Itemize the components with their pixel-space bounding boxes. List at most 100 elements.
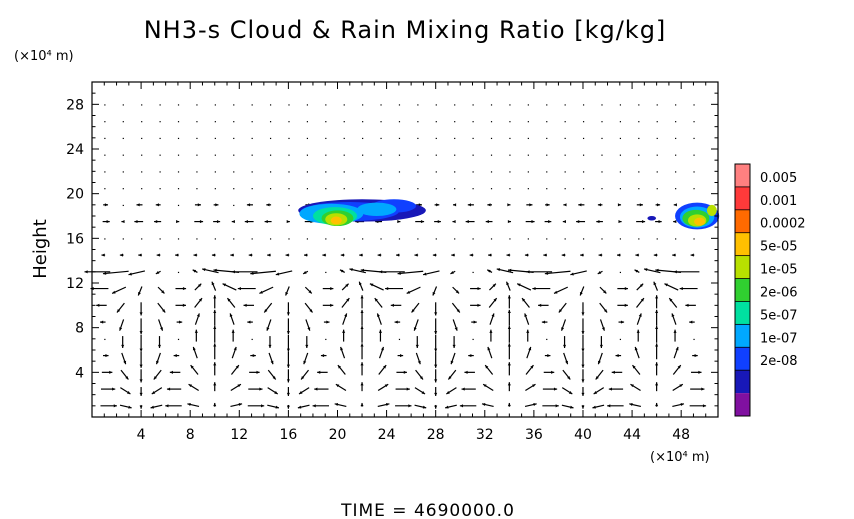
- vector-dot: [472, 154, 474, 156]
- vector-dot: [325, 137, 327, 140]
- wind-vector-head: [616, 253, 621, 257]
- wind-vector-head: [227, 298, 231, 302]
- wind-vector-field: [84, 104, 707, 409]
- wind-vector-head: [578, 203, 582, 207]
- vector-dot: [325, 104, 327, 106]
- wind-vector-head: [465, 220, 469, 224]
- wind-vector-head: [581, 312, 585, 316]
- wind-vector-head: [192, 346, 196, 351]
- vector-dot: [398, 338, 401, 341]
- vector-dot: [233, 104, 235, 106]
- vector-dot: [564, 154, 566, 156]
- vector-dot: [619, 188, 622, 190]
- vector-dot: [306, 137, 309, 140]
- vector-dot: [141, 104, 143, 106]
- wind-vector-head: [379, 270, 383, 274]
- wind-vector-head: [599, 344, 603, 348]
- wind-vector-head: [507, 325, 511, 330]
- wind-vector-head: [483, 384, 487, 388]
- vector-dot: [472, 271, 474, 274]
- vector-dot: [693, 338, 695, 341]
- vector-dot: [325, 338, 327, 341]
- x-unit-label: (×10⁴ m): [650, 450, 710, 465]
- vector-dot: [122, 121, 124, 123]
- wind-vector-head: [568, 390, 573, 394]
- wind-vector-head: [248, 253, 252, 257]
- wind-vector-head: [138, 291, 141, 296]
- wind-vector-head: [112, 387, 116, 391]
- wind-vector-head: [508, 268, 512, 272]
- vector-dot: [490, 121, 493, 123]
- wind-vector-head: [397, 271, 401, 275]
- vector-dot: [214, 154, 216, 156]
- vector-dot: [362, 238, 364, 240]
- wind-vector-head: [547, 354, 551, 358]
- vector-dot: [564, 171, 566, 173]
- wind-vector-head: [193, 253, 197, 257]
- x-tick-label: 16: [279, 427, 297, 443]
- wind-vector-head: [99, 320, 104, 324]
- wind-vector-head: [526, 270, 530, 274]
- wind-vector-head: [330, 303, 334, 307]
- wind-vector-head: [139, 331, 143, 335]
- wind-vector-head: [437, 220, 441, 224]
- wind-vector-head: [507, 402, 511, 407]
- colorbar-frame: [734, 163, 751, 417]
- wind-vector-head: [596, 220, 600, 224]
- wind-vector-head: [237, 287, 241, 291]
- wind-vector-head: [562, 220, 566, 224]
- vector-dot: [564, 188, 566, 190]
- colorbar-swatch: [735, 255, 750, 279]
- wind-vector-head: [487, 269, 491, 273]
- vector-dot: [546, 104, 548, 106]
- wind-vector-head: [326, 320, 330, 324]
- wind-vector-head: [175, 253, 179, 257]
- wind-vector-head: [161, 290, 165, 294]
- wind-vector-head: [383, 365, 387, 369]
- vector-dot: [159, 171, 161, 173]
- wind-vector-head: [581, 392, 585, 396]
- vector-dot: [141, 238, 143, 240]
- vector-dot: [288, 121, 290, 123]
- vector-dot: [619, 154, 622, 156]
- vector-dot: [656, 171, 658, 173]
- wind-vector-head: [434, 405, 438, 409]
- wind-vector-head: [215, 203, 219, 207]
- vector-dot: [214, 121, 216, 123]
- wind-vector-head: [360, 309, 364, 314]
- vector-dot: [233, 121, 235, 123]
- vector-dot: [177, 121, 180, 123]
- wind-vector-head: [450, 271, 454, 274]
- wind-vector-head: [213, 309, 217, 314]
- wind-vector-head: [121, 344, 125, 348]
- vector-dot: [251, 121, 253, 123]
- wind-vector-head: [173, 354, 177, 358]
- wind-vector-head: [213, 325, 217, 330]
- wind-vector-head: [581, 348, 585, 352]
- wind-vector-head: [655, 268, 659, 272]
- cloud-fleck: [417, 208, 425, 215]
- vector-dot: [214, 171, 216, 173]
- wind-vector-head: [377, 313, 380, 317]
- vector-dot: [104, 154, 106, 156]
- wind-vector-head: [469, 253, 473, 257]
- vector-dot: [325, 171, 327, 173]
- wind-vector-head: [346, 298, 350, 302]
- vector-dot: [693, 188, 695, 190]
- colorbar: 0.005 0.001 0.0002 5e-05 1e-05 2e-06 5e-07 1e-0…: [734, 163, 806, 417]
- wind-vector-head: [235, 365, 239, 369]
- wind-vector-head: [553, 387, 558, 391]
- vector-dot: [509, 104, 511, 106]
- wind-vector-head: [303, 271, 307, 274]
- vector-dot: [546, 121, 548, 123]
- vector-dot: [509, 171, 511, 173]
- colorbar-label: 2e-08: [760, 354, 798, 369]
- vector-dot: [693, 121, 695, 123]
- wind-vector-head: [116, 309, 121, 313]
- vector-dot: [177, 188, 180, 190]
- vector-dot: [104, 121, 106, 123]
- vector-dot: [269, 154, 272, 156]
- vector-dot: [104, 188, 106, 190]
- vector-dot: [177, 171, 180, 173]
- wind-vector-head: [198, 298, 203, 302]
